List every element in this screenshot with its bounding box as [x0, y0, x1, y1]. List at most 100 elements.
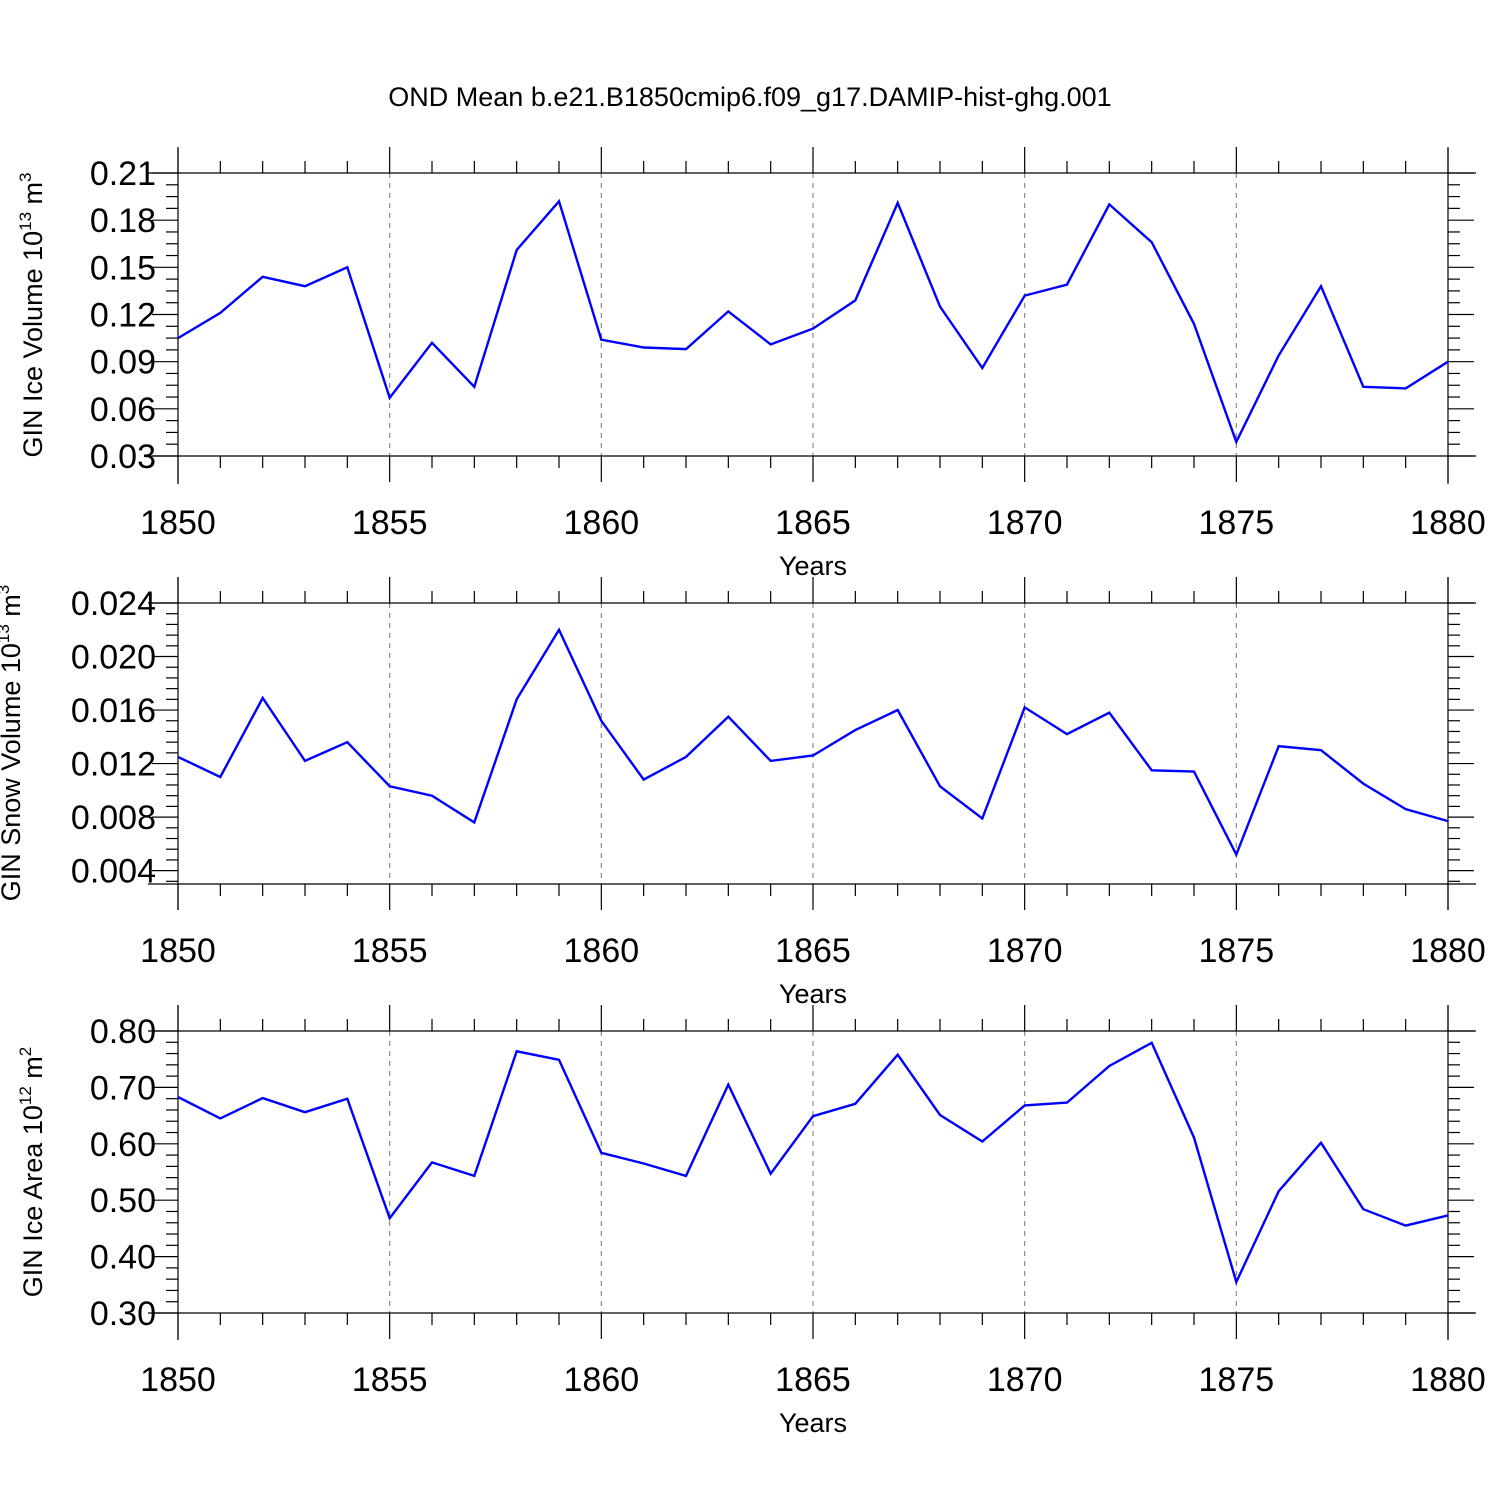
data-point [472, 1174, 476, 1178]
y-tick-label: 0.004 [71, 853, 156, 891]
data-point [261, 1096, 265, 1100]
data-point [345, 740, 349, 744]
data-point [1150, 1041, 1154, 1045]
y-axis-title-text: GIN Ice Volume 10 [18, 231, 48, 458]
y-axis-title-text: GIN Ice Area 10 [18, 1105, 48, 1297]
data-point [472, 385, 476, 389]
y-axis-title: GIN Ice Volume 1013 m3 [16, 172, 48, 457]
y-axis-title-text: m [18, 182, 48, 212]
data-point [345, 265, 349, 269]
data-point [726, 1083, 730, 1087]
data-point [1065, 732, 1069, 736]
data-point [388, 396, 392, 400]
y-tick-label: 0.21 [90, 155, 156, 193]
data-point [1277, 353, 1281, 357]
data-point [1319, 1141, 1323, 1145]
y-tick-label: 0.024 [71, 585, 156, 623]
data-point [218, 1116, 222, 1120]
data-point [1023, 294, 1027, 298]
data-point [1107, 202, 1111, 206]
data-point [938, 784, 942, 788]
x-tick-label: 1870 [987, 504, 1063, 542]
data-point [980, 1140, 984, 1144]
y-axis-title: GIN Ice Area 1012 m2 [16, 1047, 48, 1298]
data-point [557, 628, 561, 632]
y-axis-title-superscript: 13 [16, 212, 35, 231]
data-point [515, 697, 519, 701]
data-point [1065, 1101, 1069, 1105]
data-point [769, 1172, 773, 1176]
data-point [642, 778, 646, 782]
data-point [303, 759, 307, 763]
series-line [177, 198, 1449, 445]
data-point [853, 1102, 857, 1106]
data-point [599, 338, 603, 342]
chart-panel-1: 0.03 0.06 0.09 0.12 0.15 0.18 0.21 1850 1855 1860… [16, 147, 1486, 581]
data-point [726, 309, 730, 313]
data-point [980, 366, 984, 370]
data-point [599, 719, 603, 723]
x-tick-label: 1875 [1199, 1361, 1275, 1399]
data-point [1107, 711, 1111, 715]
y-tick-label: 0.012 [71, 746, 156, 784]
data-point [557, 1058, 561, 1062]
data-point [726, 715, 730, 719]
data-point [1319, 748, 1323, 752]
data-point [430, 341, 434, 345]
data-point [853, 298, 857, 302]
data-point [1361, 385, 1365, 389]
data-point [1192, 322, 1196, 326]
data-point [430, 1160, 434, 1164]
y-tick-label: 0.016 [71, 692, 156, 730]
data-point [557, 199, 561, 203]
data-point [218, 775, 222, 779]
y-axis-title-text: m [18, 1056, 48, 1086]
data-point [388, 1216, 392, 1220]
data-point [261, 696, 265, 700]
data-point [599, 1151, 603, 1155]
data-point [1023, 705, 1027, 709]
y-tick-label: 0.020 [71, 639, 156, 677]
x-tick-label: 1860 [564, 504, 640, 542]
x-tick-label: 1865 [775, 932, 851, 970]
x-axis-title: Years [779, 1408, 847, 1438]
x-tick-label: 1855 [352, 1361, 428, 1399]
data-point [176, 1095, 180, 1099]
data-point [1277, 1189, 1281, 1193]
x-tick-label: 1855 [352, 932, 428, 970]
data-point [303, 284, 307, 288]
data-point [896, 201, 900, 205]
data-point [896, 708, 900, 712]
data-point [1234, 1280, 1238, 1284]
series-line [177, 1041, 1449, 1286]
data-point [515, 1049, 519, 1053]
x-tick-label: 1880 [1410, 932, 1486, 970]
y-tick-label: 0.50 [90, 1182, 156, 1220]
data-point [1150, 240, 1154, 244]
y-tick-label: 0.40 [90, 1239, 156, 1277]
data-point [1150, 768, 1154, 772]
data-point [853, 728, 857, 732]
data-point [1319, 284, 1323, 288]
data-point [1234, 853, 1238, 857]
x-axis-title: Years [779, 979, 847, 1009]
data-point [430, 794, 434, 798]
y-tick-label: 0.09 [90, 344, 156, 382]
x-tick-label: 1850 [140, 932, 216, 970]
y-axis-title-superscript: 13 [0, 624, 13, 643]
data-point [1192, 1136, 1196, 1140]
data-point [1446, 1213, 1450, 1217]
x-tick-label: 1865 [775, 1361, 851, 1399]
data-point [1361, 1207, 1365, 1211]
data-point [176, 336, 180, 340]
x-tick-label: 1880 [1410, 1361, 1486, 1399]
data-point [1446, 360, 1450, 364]
data-point [218, 311, 222, 315]
data-point [472, 820, 476, 824]
x-tick-label: 1855 [352, 504, 428, 542]
chart-panel-3: 0.30 0.40 0.50 0.60 0.70 0.80 1850 1855 1860 1865… [16, 1005, 1486, 1438]
y-tick-label: 0.15 [90, 249, 156, 287]
data-point [896, 1053, 900, 1057]
x-tick-label: 1865 [775, 504, 851, 542]
